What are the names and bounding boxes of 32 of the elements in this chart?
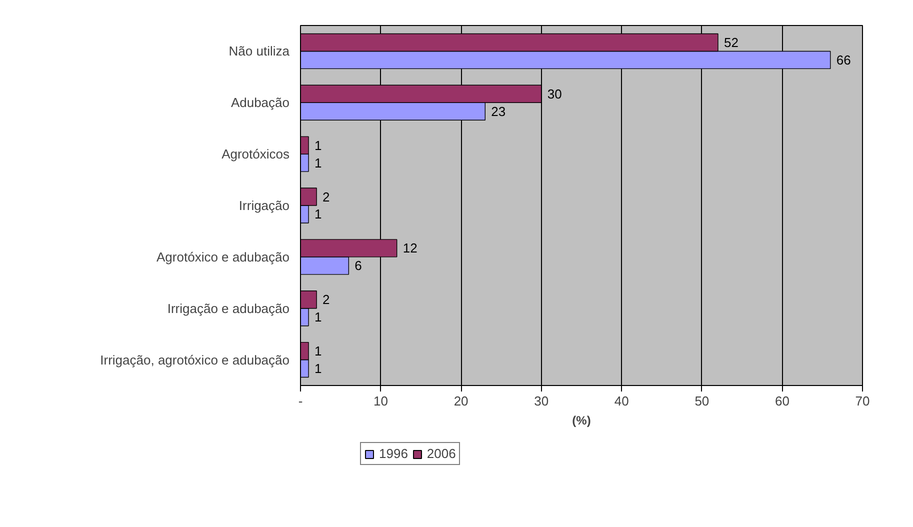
- x-tick-label: 50: [694, 394, 710, 408]
- data-label: 1: [314, 361, 322, 376]
- data-label: 1: [314, 138, 322, 153]
- x-tick-label: 60: [774, 394, 790, 408]
- x-axis-title: (%): [572, 414, 591, 428]
- y-tick-label: Agrotóxico e adubação: [156, 249, 290, 264]
- y-tick-label: Adubação: [230, 95, 290, 110]
- data-label: 12: [402, 240, 418, 256]
- data-label: 1: [314, 155, 322, 170]
- legend-label: 1996: [379, 446, 408, 461]
- x-tick-label: -: [298, 394, 303, 408]
- y-tick-label: Não utiliza: [228, 44, 290, 59]
- y-tick-label: Irrigação e adubação: [167, 300, 290, 316]
- x-tick-label: 70: [855, 394, 870, 408]
- data-label: 2: [322, 189, 330, 204]
- data-label: 23: [491, 104, 506, 119]
- legend-label: 2006: [426, 446, 456, 461]
- x-tick-label: 40: [614, 394, 629, 408]
- data-label: 2: [322, 292, 330, 308]
- y-tick-label: Irrigação, agrotóxico e adubação: [100, 352, 290, 368]
- data-label: 1: [314, 206, 322, 222]
- x-tick-label: 30: [534, 394, 549, 408]
- data-label: 6: [354, 258, 362, 274]
- x-tick-label: 20: [454, 394, 468, 408]
- data-label: 1: [314, 310, 322, 325]
- data-label: 30: [547, 86, 562, 102]
- y-tick-label: Agrotóxicos: [222, 146, 290, 162]
- x-tick-label: 10: [374, 394, 388, 408]
- data-label: 52: [724, 34, 738, 50]
- y-tick-label: Irrigação: [238, 198, 290, 213]
- data-label: 66: [836, 52, 851, 68]
- data-label: 1: [314, 344, 322, 359]
